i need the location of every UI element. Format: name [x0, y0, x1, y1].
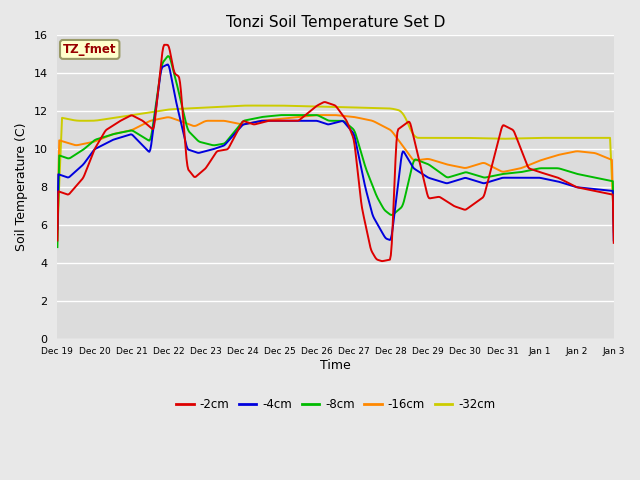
Title: Tonzi Soil Temperature Set D: Tonzi Soil Temperature Set D — [226, 15, 445, 30]
Legend: -2cm, -4cm, -8cm, -16cm, -32cm: -2cm, -4cm, -8cm, -16cm, -32cm — [171, 394, 500, 416]
X-axis label: Time: Time — [320, 359, 351, 372]
Y-axis label: Soil Temperature (C): Soil Temperature (C) — [15, 123, 28, 252]
Text: TZ_fmet: TZ_fmet — [63, 43, 116, 56]
